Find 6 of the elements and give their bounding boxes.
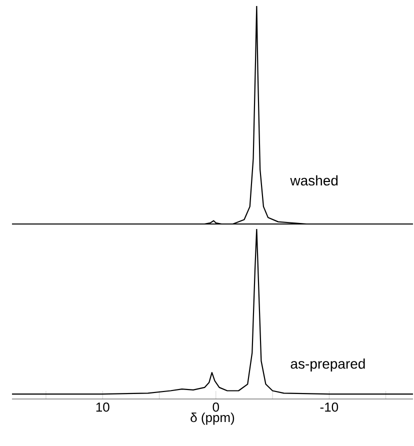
- x-tick-label: -10: [320, 402, 338, 412]
- text: washed: [290, 175, 338, 186]
- x-axis-title: δ (ppm): [190, 412, 234, 425]
- series-label: as-prepared: [291, 358, 366, 372]
- x-tick-label: 0: [213, 402, 220, 412]
- x-tick-label: 10: [96, 402, 110, 412]
